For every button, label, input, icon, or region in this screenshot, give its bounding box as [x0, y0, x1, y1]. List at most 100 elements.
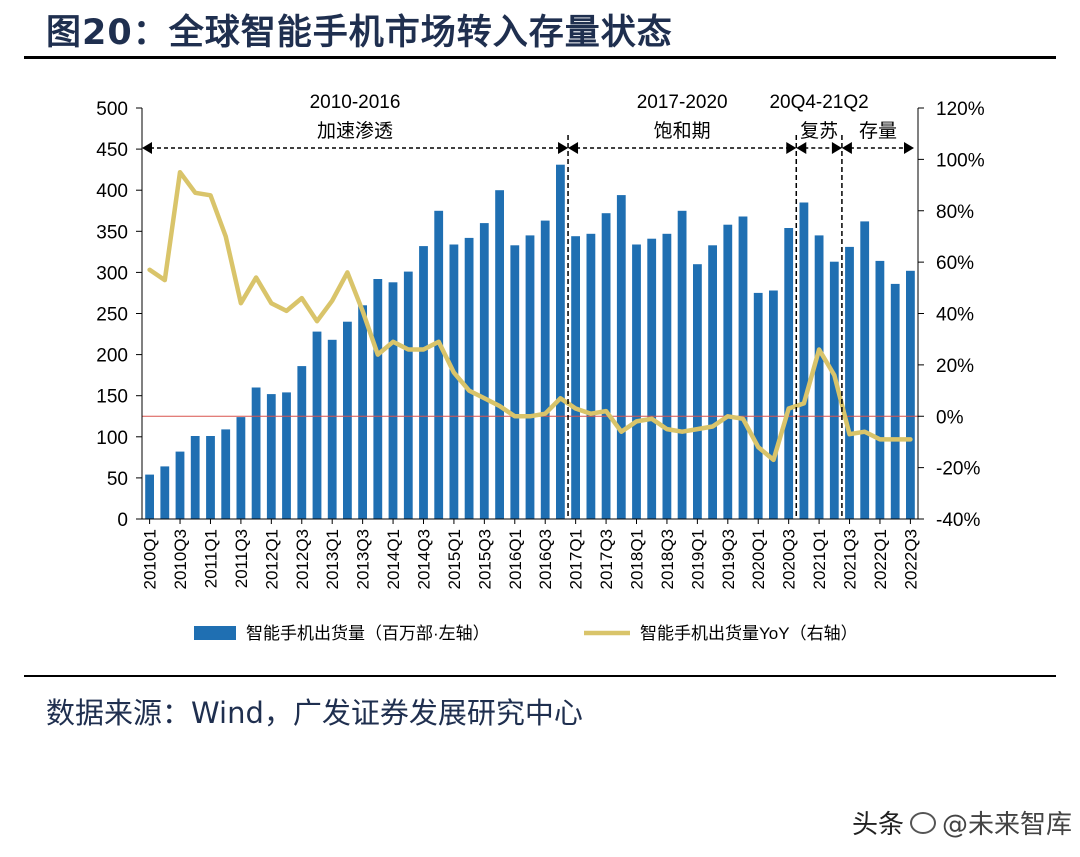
bar-2018Q3 [662, 233, 672, 520]
bar-2013Q3 [358, 305, 367, 519]
bar-2011Q4 [251, 387, 261, 519]
bar-2014Q4 [434, 210, 444, 520]
period-name-label: 饱和期 [654, 120, 711, 142]
x-tick-label: 2021Q1 [810, 529, 829, 590]
bar-2015Q2 [464, 237, 474, 519]
period-arrow-right [904, 142, 914, 154]
right-tick-label: 100% [936, 150, 985, 171]
left-tick-label: 450 [96, 140, 128, 161]
source-rule [24, 675, 1056, 677]
x-tick-label: 2012Q3 [293, 529, 312, 590]
right-tick-label: -20% [936, 459, 980, 480]
bar-2019Q1 [693, 264, 702, 519]
left-tick-label: 300 [96, 263, 128, 284]
bar-2011Q3 [236, 417, 246, 519]
left-tick-label: 400 [96, 181, 128, 202]
bar-2018Q2 [647, 238, 657, 519]
x-tick-label: 2016Q1 [506, 529, 525, 590]
bar-2020Q4 [799, 202, 809, 519]
x-tick-label: 2011Q3 [232, 529, 251, 588]
bar-2019Q3 [723, 224, 733, 519]
left-tick-label: 150 [96, 387, 128, 408]
source-note: 数据来源：Wind，广发证券发展研究中心 [46, 696, 583, 730]
x-tick-label: 2013Q3 [354, 529, 373, 590]
x-tick-label: 2014Q3 [415, 529, 434, 590]
x-tick-label: 2021Q3 [841, 529, 860, 590]
bar-2021Q1 [814, 235, 824, 519]
x-tick-label: 2019Q3 [719, 529, 738, 590]
right-tick-label: 80% [936, 202, 974, 223]
bar-2017Q3 [601, 213, 611, 519]
bar-2014Q2 [403, 271, 413, 519]
x-tick-label: 2011Q1 [202, 529, 221, 588]
right-tick-label: 40% [936, 305, 974, 326]
period-name-label: 复苏 [800, 120, 838, 142]
right-tick-label: 20% [936, 356, 974, 377]
x-tick-label: 2015Q1 [445, 529, 464, 590]
x-tick-label: 2020Q3 [780, 529, 799, 590]
left-tick-label: 50 [107, 469, 128, 490]
period-arrow-left [568, 142, 579, 154]
bar-2019Q4 [738, 216, 748, 519]
legend-item-bars: 智能手机出货量（百万部·左轴） [194, 624, 490, 643]
period-name-label: 存量 [859, 120, 897, 142]
x-tick-label: 2019Q1 [688, 529, 707, 590]
x-tick-label: 2017Q1 [567, 529, 586, 590]
bar-2016Q4 [556, 164, 565, 519]
period-arrow-right [831, 142, 842, 154]
bar-2010Q1 [145, 474, 154, 519]
bar-2015Q3 [479, 223, 489, 519]
bar-2021Q2 [829, 261, 839, 519]
period-2: 2017-2020 饱和期 [568, 92, 797, 154]
x-tick-label: 2014Q1 [384, 529, 403, 590]
x-tick-label: 2022Q3 [901, 529, 920, 590]
bar-2012Q1 [266, 394, 276, 519]
watermark-brand: @未来智库 [942, 810, 1073, 840]
period-range-label: 20Q4-21Q2 [769, 92, 868, 113]
bar-2020Q2 [769, 290, 778, 519]
bar-2012Q3 [297, 366, 307, 519]
bar-2015Q4 [495, 190, 504, 519]
period-arrow-right [558, 142, 569, 154]
bar-2016Q1 [510, 245, 520, 520]
x-tick-label: 2010Q3 [171, 529, 190, 590]
right-tick-label: 60% [936, 253, 974, 274]
right-tick-label: 120% [936, 99, 985, 120]
x-tick-label: 2015Q3 [475, 529, 494, 590]
legend-item-line: 智能手机出货量YoY（右轴） [584, 624, 858, 643]
bar-2018Q1 [632, 244, 641, 519]
watermark-platform: 头条 [852, 810, 905, 840]
period-1: 2010-2016 加速渗透 [142, 92, 569, 154]
bar-2012Q2 [282, 392, 291, 519]
bar-2016Q2 [525, 235, 535, 519]
left-tick-label: 250 [96, 305, 128, 326]
x-tick-label: 2016Q3 [536, 529, 555, 590]
legend-line-label: 智能手机出货量YoY（右轴） [640, 624, 858, 643]
legend-bar-label: 智能手机出货量（百万部·左轴） [246, 624, 490, 643]
right-tick-label: -40% [936, 510, 980, 531]
bar-2011Q1 [206, 436, 215, 519]
bar-2016Q3 [540, 220, 550, 519]
bar-2010Q3 [175, 451, 185, 519]
x-tick-label: 2013Q1 [323, 529, 342, 590]
bar-2015Q1 [449, 244, 459, 519]
period-name-label: 加速渗透 [317, 120, 393, 142]
figure-title: 图20：全球智能手机市场转入存量状态 [46, 13, 673, 53]
legend-bar-swatch [194, 626, 236, 640]
bar-2014Q1 [388, 282, 398, 519]
left-tick-label: 100 [96, 428, 128, 449]
bar-2011Q2 [221, 429, 231, 519]
x-tick-label: 2022Q1 [871, 529, 890, 590]
bar-2010Q2 [160, 466, 170, 519]
x-tick-label: 2012Q1 [262, 529, 281, 590]
bar-2010Q4 [190, 436, 200, 519]
smartphone-shipment-chart: 0 50 100 150 200 250 300 350 400 450 500 -40% -20% 0%… [96, 92, 985, 643]
wechat-icon [910, 811, 937, 834]
left-tick-label: 350 [96, 222, 128, 243]
bar-2014Q3 [419, 246, 428, 519]
bar-2013Q2 [343, 321, 352, 519]
bar-2012Q4 [312, 331, 322, 519]
bar-2017Q1 [571, 236, 580, 519]
left-tick-label: 500 [96, 99, 128, 120]
period-arrow-left [796, 142, 807, 154]
